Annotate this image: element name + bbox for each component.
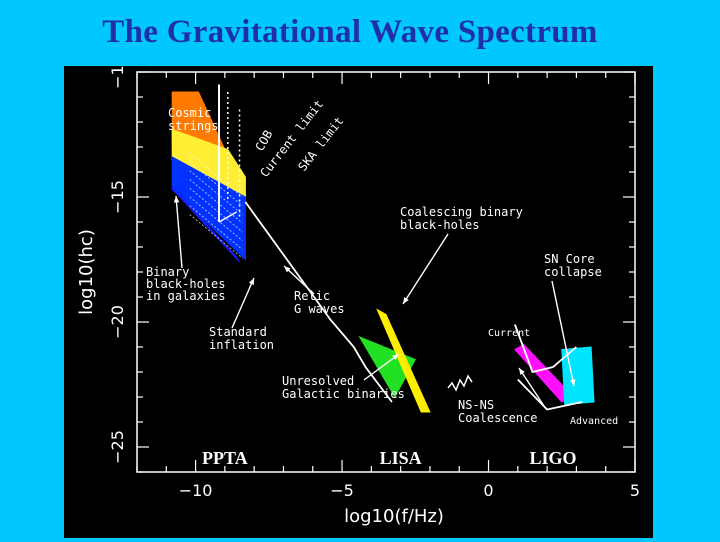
- x-tick-label: −5: [330, 481, 354, 500]
- unresolved-galactic-binaries-region: [358, 335, 417, 399]
- gw-spectrum-chart: −10 −5 0 5 −10 −15 −20 −25 PPTA LISA LIGO log10(…: [76, 55, 640, 527]
- plot-panel: −10 −5 0 5 −10 −15 −20 −25 PPTA LISA LIGO log10(…: [64, 55, 653, 538]
- inflation-arrow-head: [248, 278, 254, 285]
- unresolved-label-2: Galactic binaries: [282, 387, 405, 401]
- cobe-limit-foot: [218, 211, 237, 223]
- relic-arrow: [283, 265, 315, 295]
- cosmic-strings-label: Cosmic: [168, 106, 211, 120]
- sn-core-collapse-region: [561, 346, 595, 406]
- sn-core-label: SN Core: [544, 252, 595, 266]
- band-hatch: [189, 161, 243, 207]
- ns-ns-inspiral-zigzag: [447, 374, 473, 392]
- detector-lisa: LISA: [380, 448, 422, 468]
- y-tick-label: −15: [108, 180, 127, 214]
- galactic-binaries-arrow: [363, 353, 400, 381]
- relic-label-2: G waves: [294, 302, 345, 316]
- x-tick-label: 5: [630, 481, 640, 500]
- band-hatch: [189, 170, 243, 215]
- detector-ligo: LIGO: [529, 448, 576, 468]
- coalescing-label-2: black-holes: [400, 218, 479, 232]
- x-axis-label: log10(f/Hz): [344, 506, 444, 527]
- ns-ns-arrow-head: [519, 368, 525, 375]
- tick-marks: [136, 71, 636, 473]
- band-hatch: [189, 152, 243, 198]
- x-tick-label: −10: [179, 481, 213, 500]
- coalescing-label: Coalescing binary: [400, 205, 523, 219]
- limit-lines: [218, 84, 241, 223]
- y-tick-label: −10: [108, 66, 127, 89]
- binary-bh-label-2: black-holes: [146, 277, 225, 291]
- galactic-binaries-arrow-head: [392, 354, 399, 361]
- inflation-arrow: [231, 277, 255, 329]
- sn-core-arrow-head: [570, 379, 576, 386]
- advanced-curve: [517, 378, 583, 411]
- y-axis-label: log10(hc): [76, 229, 97, 315]
- binary-bh-arrow: [175, 195, 183, 269]
- x-tick-label: 0: [483, 481, 493, 500]
- sensitivity-curves: [244, 201, 583, 411]
- band-hatch: [189, 187, 243, 233]
- ns-ns-label: NS-NS: [458, 398, 494, 412]
- standard-inflation-label: Standard: [209, 325, 267, 339]
- annotation-arrows: [173, 195, 576, 407]
- detector-ppta: PPTA: [202, 448, 248, 468]
- band-hatch: [189, 214, 243, 259]
- relic-g-waves-region: [171, 156, 246, 261]
- binary-bh-arrow-head: [173, 196, 180, 203]
- band-hatch: [189, 179, 243, 224]
- ns-ns-arrow: [518, 367, 545, 407]
- relic-label: Relic: [294, 289, 330, 303]
- coalescing-binary-black-holes-region: [376, 308, 431, 413]
- detector-labels: PPTA LISA LIGO: [202, 448, 576, 468]
- slide-title: The Gravitational Wave Spectrum: [102, 14, 598, 50]
- current-curve: [514, 324, 577, 374]
- coalescing-arrow-head: [403, 297, 409, 304]
- binary-bh-label-3: in galaxies: [146, 289, 225, 303]
- y-tick-label: −25: [108, 430, 127, 464]
- y-tick-labels: −10 −15 −20 −25: [108, 55, 127, 464]
- relic-arrow-head: [284, 266, 291, 273]
- band-hatch: [189, 205, 243, 250]
- sn-core-arrow: [551, 280, 575, 387]
- unresolved-label: Unresolved: [282, 374, 354, 388]
- standard-inflation-label-2: inflation: [209, 338, 274, 352]
- cobe-label: COB: [252, 128, 275, 154]
- lisa-sensitivity-curve: [244, 201, 393, 403]
- binary-black-holes-in-galaxies-region: [171, 186, 240, 263]
- binary-bh-label: Binary: [146, 265, 189, 279]
- y-tick-label: −20: [108, 305, 127, 339]
- current-curve-label: Current: [488, 328, 530, 339]
- ns-ns-label-2: Coalescence: [458, 411, 537, 425]
- cosmic-strings-label-2: strings: [168, 119, 219, 133]
- sn-core-label-2: collapse: [544, 265, 602, 279]
- advanced-curve-label: Advanced: [570, 416, 618, 427]
- x-tick-labels: −10 −5 0 5: [179, 481, 640, 500]
- coalescing-arrow: [402, 233, 449, 305]
- band-hatch: [189, 196, 243, 242]
- source-regions: [171, 91, 595, 413]
